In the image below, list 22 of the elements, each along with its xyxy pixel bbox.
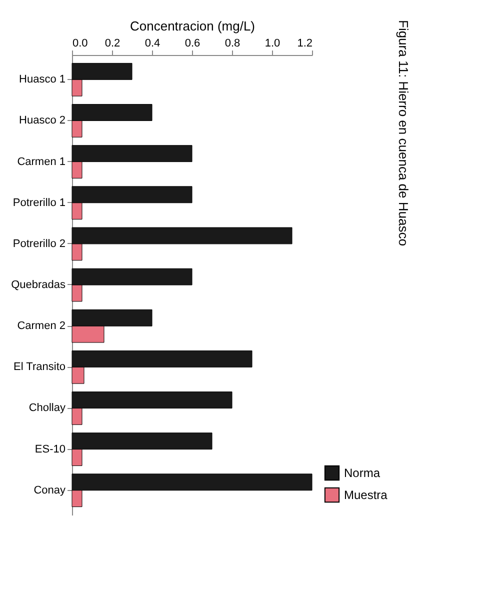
legend-label: Muestra bbox=[344, 488, 388, 502]
y-tick-label: Potrerillo 1 bbox=[12, 196, 66, 209]
x-tick-label: 1.0 bbox=[264, 38, 280, 50]
y-tick-label: Quebradas bbox=[11, 279, 66, 291]
y-tick-label: El Transito bbox=[14, 361, 66, 374]
y-tick-label: Huasco 1 bbox=[19, 74, 66, 86]
x-tick-label: 0.2 bbox=[104, 38, 120, 50]
x-axis-title: Concentracion (mg/L) bbox=[130, 18, 255, 34]
x-tick-label: 0.4 bbox=[144, 38, 160, 50]
y-tick-label: Huasco 2 bbox=[19, 114, 66, 127]
x-tick-label: 0.0 bbox=[72, 38, 88, 50]
text: Figura 11: Hierro en cuenca de Huasco bbox=[396, 20, 411, 246]
y-tick-label: Chollay bbox=[28, 402, 66, 414]
x-tick-label: 0.6 bbox=[184, 38, 200, 50]
y-tick-label: Carmen 2 bbox=[17, 320, 66, 332]
y-tick-label: Conay bbox=[34, 484, 66, 496]
x-tick-label: 1.2 bbox=[297, 38, 312, 50]
x-tick-label: 0.8 bbox=[224, 38, 240, 50]
y-tick-label: ES-10 bbox=[34, 443, 66, 456]
y-tick-label: Potrerillo 2 bbox=[12, 238, 66, 250]
y-tick-label: Carmen 1 bbox=[17, 156, 66, 168]
legend-label: Norma bbox=[344, 466, 380, 480]
